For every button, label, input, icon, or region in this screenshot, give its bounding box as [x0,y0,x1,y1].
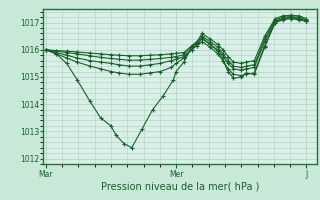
X-axis label: Pression niveau de la mer( hPa ): Pression niveau de la mer( hPa ) [101,181,259,191]
